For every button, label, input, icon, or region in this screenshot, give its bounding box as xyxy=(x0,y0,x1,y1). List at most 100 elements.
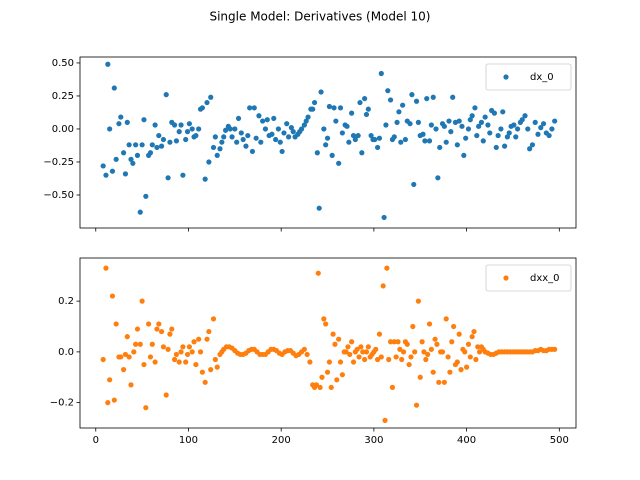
point xyxy=(113,321,119,327)
x-tick-label: 200 xyxy=(272,435,291,446)
point xyxy=(310,106,316,112)
point xyxy=(362,95,368,102)
point xyxy=(413,402,420,408)
point xyxy=(199,105,205,111)
point xyxy=(465,126,472,132)
point xyxy=(120,150,127,156)
point xyxy=(354,346,360,352)
point xyxy=(514,126,521,132)
point xyxy=(321,126,327,132)
point xyxy=(126,354,132,360)
point xyxy=(118,114,124,120)
point xyxy=(122,351,129,358)
point xyxy=(109,293,116,299)
point xyxy=(154,144,160,151)
point xyxy=(402,136,409,143)
y-tick-label: 0.50 xyxy=(52,58,74,69)
point xyxy=(385,88,391,94)
point xyxy=(111,397,117,403)
point xyxy=(326,359,332,365)
point xyxy=(430,94,436,100)
point xyxy=(461,152,467,158)
point xyxy=(262,126,269,132)
point xyxy=(454,142,460,148)
point xyxy=(124,334,130,340)
point xyxy=(395,339,401,345)
point xyxy=(406,361,412,368)
point xyxy=(317,384,323,391)
point xyxy=(448,129,454,135)
point xyxy=(397,346,403,352)
y-tick-label: −0.25 xyxy=(43,157,74,168)
point xyxy=(363,349,370,355)
point xyxy=(103,265,109,271)
point xyxy=(143,405,149,411)
point xyxy=(316,205,322,211)
point xyxy=(407,121,413,127)
point xyxy=(527,146,533,152)
point xyxy=(206,328,212,335)
point xyxy=(430,369,436,375)
point xyxy=(459,123,465,129)
point xyxy=(103,172,109,178)
point xyxy=(365,344,371,350)
point xyxy=(504,134,510,140)
point xyxy=(219,139,225,145)
point xyxy=(193,132,199,139)
point xyxy=(238,130,244,136)
x-tick-label: 0 xyxy=(93,435,99,446)
point xyxy=(412,349,418,355)
point xyxy=(165,346,171,352)
point xyxy=(424,95,430,102)
point xyxy=(413,98,420,104)
point xyxy=(376,331,383,337)
point xyxy=(336,336,342,342)
point xyxy=(446,118,452,124)
point xyxy=(183,136,189,143)
point xyxy=(167,139,173,145)
point xyxy=(378,70,384,77)
point xyxy=(447,369,453,375)
point xyxy=(118,354,124,360)
point xyxy=(443,139,449,145)
point xyxy=(324,135,331,141)
point xyxy=(264,117,270,123)
point xyxy=(279,148,285,155)
legend-box xyxy=(485,264,572,292)
point xyxy=(189,349,195,355)
point xyxy=(133,142,139,148)
point xyxy=(362,356,368,363)
point xyxy=(467,354,473,360)
point xyxy=(380,283,386,289)
axes: 0.50 0.25 0.00 −0.25 −0.50 dx_0 xyxy=(43,56,577,232)
point xyxy=(426,138,433,144)
point xyxy=(435,175,441,181)
point xyxy=(328,384,334,391)
point xyxy=(469,113,475,119)
point xyxy=(495,132,501,139)
point xyxy=(171,122,178,128)
point xyxy=(227,126,233,132)
point xyxy=(178,349,184,355)
point xyxy=(245,132,251,139)
point xyxy=(529,142,536,148)
point xyxy=(463,135,469,141)
point xyxy=(184,129,191,135)
point xyxy=(165,175,171,181)
point xyxy=(464,364,470,370)
point xyxy=(345,344,351,350)
point xyxy=(167,331,173,337)
point xyxy=(475,344,481,350)
point xyxy=(384,265,390,271)
point xyxy=(217,146,223,152)
point xyxy=(319,374,325,380)
point xyxy=(318,89,324,95)
figure-title: Single Model: Derivatives (Model 10) xyxy=(209,10,430,24)
point xyxy=(307,359,313,365)
point xyxy=(436,379,442,385)
point xyxy=(411,181,417,188)
point xyxy=(382,417,388,423)
point xyxy=(423,356,429,363)
point xyxy=(511,122,517,128)
legend-marker xyxy=(503,275,509,281)
